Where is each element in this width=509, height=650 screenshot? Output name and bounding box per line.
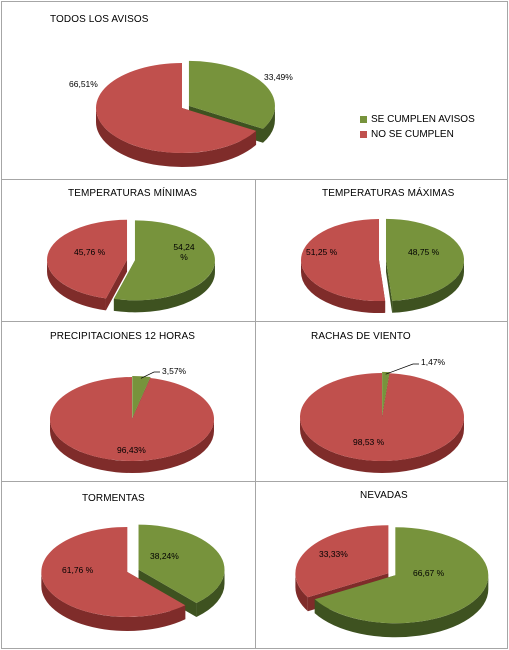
chart-title: NEVADAS — [360, 490, 408, 501]
leader-line — [385, 363, 419, 375]
slice-no-se-cumplen-side — [301, 260, 386, 314]
slice-label-no-se-cumplen: 96,43% — [117, 445, 146, 455]
slice-no-se-cumplen-top — [47, 219, 128, 299]
legend-swatch-green — [360, 116, 367, 123]
slice-se-cumplen-top — [385, 218, 464, 301]
legend-item-se-cumplen: SE CUMPLEN AVISOS — [360, 112, 475, 127]
legend-item-no-se-cumplen: NO SE CUMPLEN — [360, 127, 475, 142]
pie-chart-todos-los-avisos — [95, 60, 275, 167]
slice-no-se-cumplen-top — [295, 525, 389, 598]
slice-label-se-cumplen: 48,75 % — [408, 247, 440, 257]
slice-label-no-se-cumplen: 45,76 % — [74, 247, 106, 257]
chart-panel-tormentas: TORMENTAS 38,24% 61,76 % — [1, 481, 256, 649]
slice-no-se-cumplen-side — [47, 259, 106, 311]
slice-se-cumplen-top — [188, 60, 275, 129]
chart-title: TEMPERATURAS MÁXIMAS — [322, 188, 455, 199]
legend-label: NO SE CUMPLEN — [371, 129, 454, 140]
slice-se-cumplen-top — [138, 524, 225, 603]
slice-label-se-cumplen: 33,49% — [264, 72, 293, 82]
slice-se-cumplen-side — [262, 105, 275, 143]
slice-label-no-se-cumplen: 66,51% — [69, 79, 98, 89]
slice-no-se-cumplen-top — [300, 373, 465, 461]
slice-no-se-cumplen-side — [96, 108, 257, 167]
slice-se-cumplen-side — [314, 575, 489, 638]
slice-no-se-cumplen-side — [300, 417, 464, 473]
chart-title: TODOS LOS AVISOS — [50, 14, 149, 25]
slice-no-se-cumplen-top — [301, 219, 386, 302]
slice-label-no-se-cumplen: 98,53 % — [353, 437, 385, 447]
chart-panel-temperaturas-maximas: TEMPERATURAS MÁXIMAS 48,75 % 51,25 % — [255, 179, 508, 322]
slice-no-se-cumplen-side — [295, 573, 308, 612]
legend-label: SE CUMPLEN AVISOS — [371, 114, 475, 125]
slice-label-no-se-cumplen: 51,25 % — [306, 247, 338, 257]
slice-no-se-cumplen-side — [41, 571, 186, 631]
slice-label-se-cumplen: 3,57% — [162, 366, 187, 376]
slice-se-cumplen-side — [392, 259, 464, 313]
legend-swatch-red — [360, 131, 367, 138]
slice-label-no-se-cumplen: 33,33% — [319, 549, 348, 559]
slice-label-se-cumplen: 38,24% — [150, 551, 179, 561]
legend: SE CUMPLEN AVISOS NO SE CUMPLEN — [360, 112, 475, 142]
slice-no-se-cumplen-top — [50, 377, 215, 461]
slice-no-se-cumplen-cut-wall — [105, 259, 128, 311]
slice-se-cumplen-side — [196, 569, 225, 617]
chart-title: RACHAS DE VIENTO — [311, 331, 411, 342]
slice-se-cumplen-top — [314, 527, 489, 624]
slice-label-no-se-cumplen: 61,76 % — [62, 565, 94, 575]
pie-chart-nevadas — [295, 525, 489, 638]
pie-chart-tormentas — [41, 524, 225, 631]
slice-se-cumplen-top — [132, 375, 151, 418]
slice-no-se-cumplen-side — [50, 419, 214, 473]
chart-panel-todos-los-avisos: TODOS LOS AVISOS 33,49% 66,51% SE CUMPLE… — [1, 1, 508, 180]
pie-chart-precipitaciones-12-horas — [50, 371, 215, 473]
chart-panel-rachas-de-viento: RACHAS DE VIENTO 1,47% 98,53 % — [255, 321, 508, 482]
slice-label-se-cumplen: 66,67 % — [413, 568, 445, 578]
chart-panel-nevadas: NEVADAS 66,67 % 33,33% — [255, 481, 508, 649]
pie-chart-rachas-de-viento — [300, 363, 465, 473]
chart-title: TEMPERATURAS MÍNIMAS — [68, 188, 198, 199]
slice-label-se-cumplen: 1,47% — [421, 357, 446, 367]
pie-chart-temperaturas-minimas — [47, 219, 215, 313]
chart-panel-precipitaciones-12-horas: PRECIPITACIONES 12 HORAS 3,57% 96,43% — [1, 321, 256, 482]
slice-no-se-cumplen-top — [41, 526, 186, 617]
slice-se-cumplen-top — [382, 371, 390, 416]
chart-panel-temperaturas-minimas: TEMPERATURAS MÍNIMAS 54,24 % 45,76 % — [1, 179, 256, 322]
chart-title: PRECIPITACIONES 12 HORAS — [50, 331, 196, 342]
chart-title: TORMENTAS — [82, 493, 145, 504]
slice-se-cumplen-top — [113, 220, 215, 301]
slice-no-se-cumplen-top — [95, 63, 257, 153]
slice-se-cumplen-cut-wall — [385, 259, 393, 313]
slice-label-se-cumplen: 54,24 % — [173, 242, 195, 262]
slice-se-cumplen-side — [113, 260, 215, 313]
pie-chart-temperaturas-maximas — [301, 218, 464, 314]
leader-line — [140, 371, 160, 379]
